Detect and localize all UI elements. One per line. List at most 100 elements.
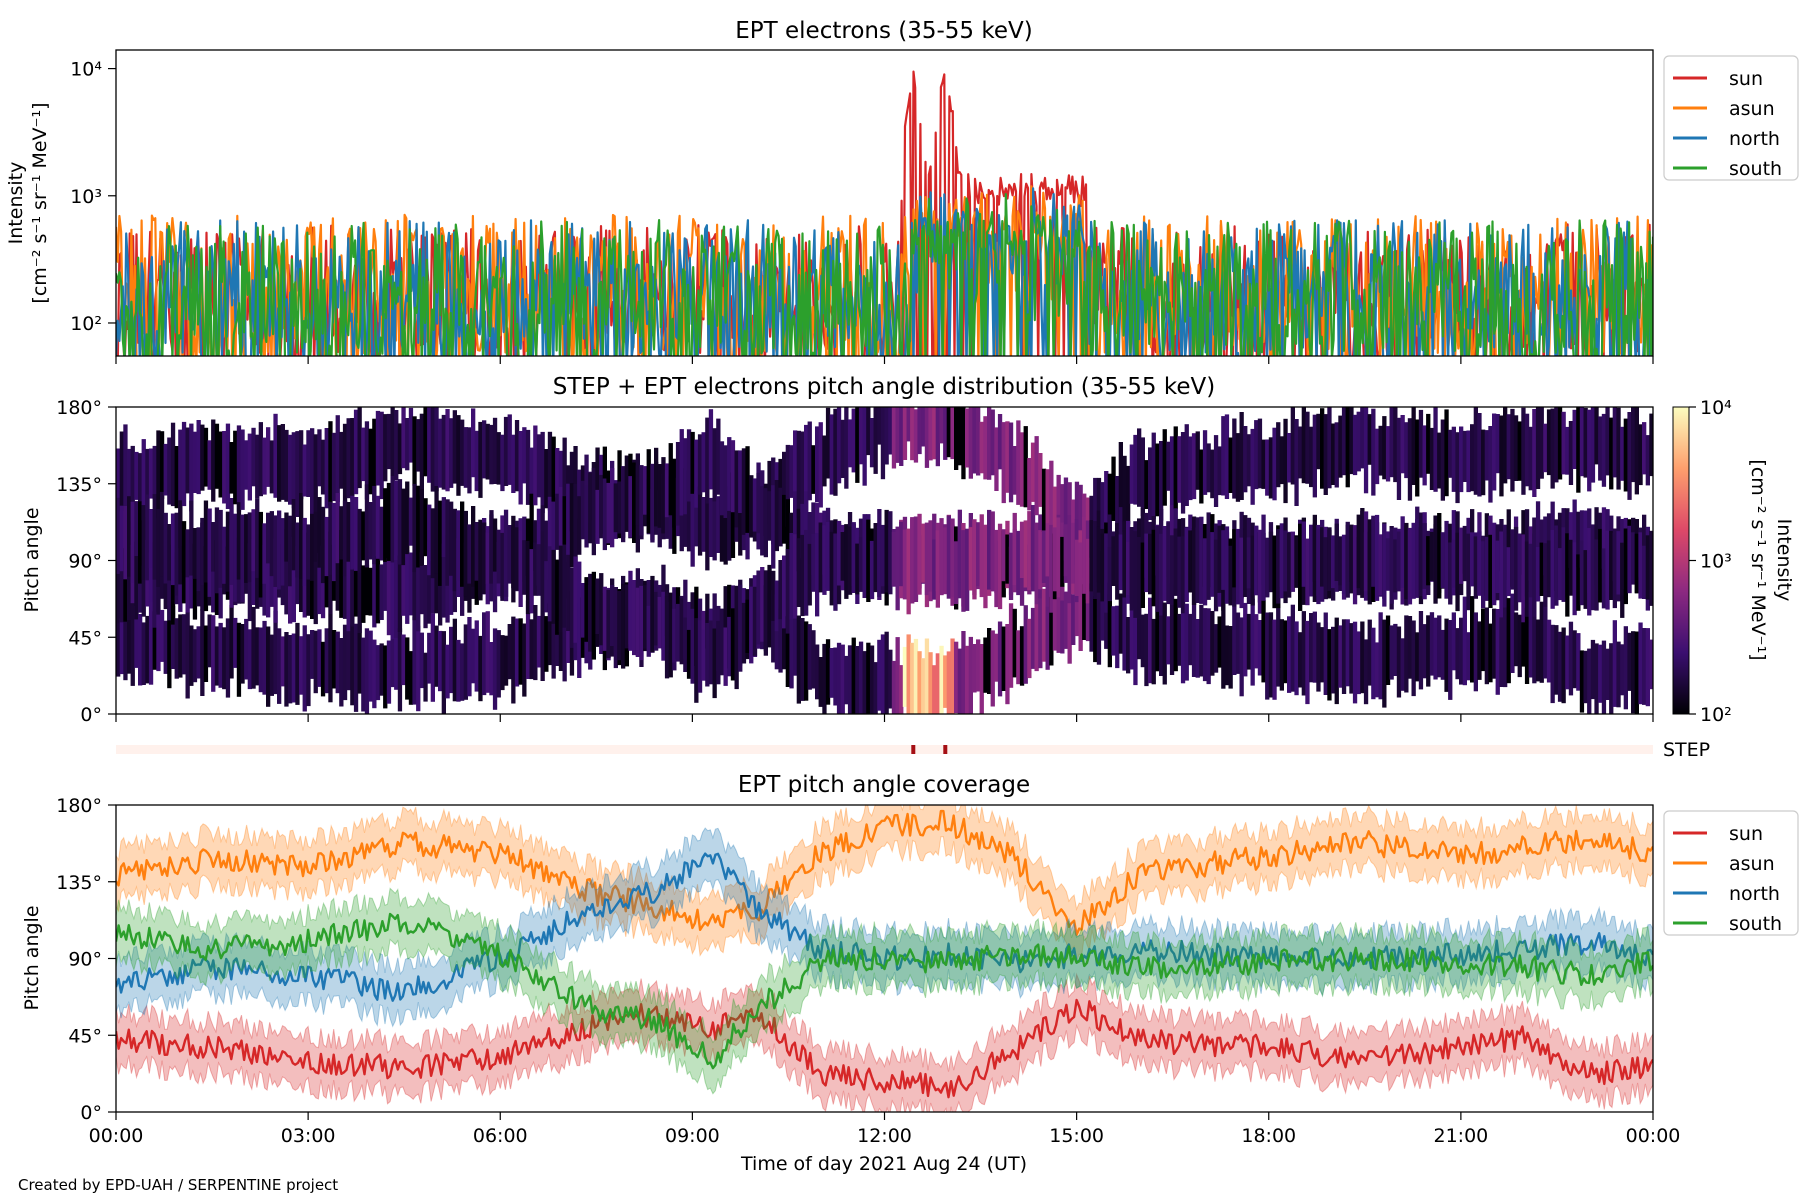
heat-cell-north	[251, 539, 256, 605]
heat-cell-south	[514, 527, 520, 591]
heat-cell-south	[1162, 526, 1167, 601]
heat-cell-asun	[825, 407, 831, 479]
heat-cell-sun	[1115, 605, 1120, 669]
heat-cell-south	[368, 502, 373, 560]
heat-cell-sun	[1118, 593, 1123, 654]
heat-cell-north	[317, 553, 322, 615]
heat-cell-asun	[965, 408, 970, 468]
heat-cell-north	[632, 462, 637, 543]
ytick-label-2: 10⁴	[70, 59, 102, 81]
heat-cell-south	[628, 570, 633, 651]
heat-cell-sun	[1374, 642, 1380, 698]
heat-cell-asun	[1162, 429, 1167, 506]
heat-cell-sun	[1418, 611, 1424, 690]
heat-cell-sun	[1085, 587, 1091, 642]
heat-cell-sun	[1411, 620, 1416, 697]
heat-cell-asun	[277, 425, 282, 502]
heat-cell-asun	[1473, 407, 1478, 495]
heat-cell-sun	[258, 627, 263, 693]
heat-cell-asun	[471, 408, 476, 478]
heat-cell-asun	[577, 469, 582, 519]
heat-cell-sun	[1246, 613, 1252, 670]
heat-cell-asun	[1620, 426, 1625, 481]
heat-cell-asun	[145, 448, 150, 517]
heat-cell-north	[335, 560, 340, 611]
heat-cell-south	[273, 515, 278, 587]
heat-cell-south	[913, 516, 919, 600]
heat-cell-south	[1235, 528, 1241, 605]
heat-cell-south	[529, 549, 534, 614]
heat-cell-asun	[430, 407, 435, 492]
panel2-heatmap-group	[116, 407, 1653, 714]
heat-cell-south	[1082, 516, 1087, 594]
heat-cell-sun	[1276, 603, 1281, 687]
heat-cell-sun	[255, 627, 260, 686]
heat-cell-south	[357, 508, 362, 573]
cbar-tick-label-0: 10²	[1700, 704, 1732, 726]
heat-cell-sun	[507, 624, 512, 680]
heat-cell-asun	[1323, 414, 1328, 495]
heat-cell-asun	[1148, 447, 1153, 520]
heat-cell-asun	[1195, 431, 1200, 490]
heat-cell-asun	[189, 423, 194, 512]
heat-cell-asun	[1488, 426, 1493, 503]
heat-cell-south	[1649, 530, 1653, 606]
heat-cell-north	[730, 440, 736, 513]
heat-cell-south	[1400, 516, 1405, 588]
heat-cell-asun	[434, 407, 439, 492]
heat-cell-south	[1448, 542, 1453, 605]
heat-cell-sun	[1521, 615, 1526, 667]
heat-cell-sun	[1481, 608, 1486, 672]
step-mark-1	[943, 745, 948, 754]
heat-cell-asun	[1334, 422, 1339, 488]
heat-cell-sun	[1638, 622, 1643, 705]
heat-cell-asun	[1133, 434, 1138, 505]
heat-cell-south	[474, 522, 479, 581]
heat-cell-south	[174, 512, 179, 596]
heat-cell-north	[738, 450, 743, 513]
heat-cell-sun	[712, 593, 717, 663]
heat-cell-south	[778, 560, 783, 620]
heat-cell-sun	[277, 628, 282, 704]
heat-cell-north	[690, 431, 695, 494]
heat-cell-asun	[1341, 407, 1347, 476]
heat-cell-asun	[1404, 422, 1409, 479]
heat-cell-sun	[1283, 620, 1288, 684]
heat-cell-asun	[1356, 411, 1361, 472]
heat-cell-asun	[456, 415, 461, 496]
heat-cell-south	[1598, 528, 1603, 603]
heat-cell-asun	[207, 440, 212, 490]
heat-cell-south	[1576, 554, 1581, 611]
heat-cell-south	[1433, 515, 1438, 604]
heat-cell-asun	[562, 437, 567, 515]
heat-cell-south	[972, 519, 977, 600]
heat-cell-asun	[1199, 449, 1204, 504]
heat-cell-north	[595, 489, 600, 544]
heat-cell-sun	[1517, 614, 1522, 678]
heat-cell-sun	[705, 593, 710, 649]
heat-cell-sun	[778, 608, 783, 673]
heat-cell-south	[1093, 521, 1098, 599]
heat-cell-asun	[1290, 407, 1295, 485]
heat-cell-sun	[134, 606, 139, 668]
heat-cell-south	[1462, 527, 1467, 582]
heat-cell-south	[950, 518, 955, 598]
heat-cell-north	[771, 485, 776, 569]
heat-cell-south	[756, 570, 761, 645]
heat-cell-north	[1535, 501, 1541, 588]
heat-cell-asun	[1422, 425, 1427, 486]
heat-cell-sun	[1462, 596, 1467, 686]
heat-cell-sun	[379, 643, 384, 696]
heat-cell-asun	[280, 424, 285, 500]
heat-cell-sun	[1034, 603, 1039, 672]
heat-cell-sun	[1407, 616, 1413, 679]
heat-cell-south	[1484, 536, 1489, 601]
heat-cell-south	[525, 540, 531, 615]
heat-cell-asun	[134, 451, 139, 500]
heat-cell-south	[664, 596, 670, 679]
heat-cell-asun	[412, 416, 417, 486]
heat-cell-asun	[214, 423, 220, 489]
heat-cell-south	[1323, 537, 1328, 600]
heat-cell-asun	[324, 428, 329, 509]
heat-cell-asun	[1019, 432, 1025, 507]
